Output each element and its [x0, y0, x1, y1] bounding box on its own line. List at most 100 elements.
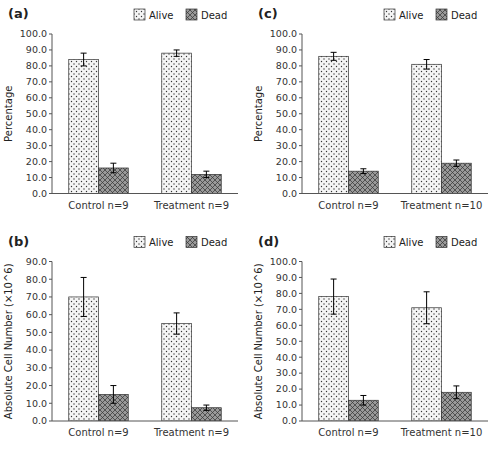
bar	[162, 324, 192, 421]
legend: Alive Dead	[384, 9, 477, 21]
x-tick-label: Control n=9	[68, 427, 128, 438]
legend-label: Alive	[399, 10, 423, 21]
y-tick-label: 10.0	[276, 172, 297, 183]
y-tick-label: 80.0	[276, 288, 297, 299]
panel-label: (b)	[8, 234, 29, 249]
y-tick-label: 100.0	[270, 256, 297, 267]
y-tick-label: 100.0	[270, 28, 297, 39]
error-bar	[174, 50, 180, 56]
bar	[412, 64, 442, 193]
error-bar	[331, 52, 337, 60]
x-tick-label: Treatment n=9	[153, 427, 229, 438]
bar	[319, 56, 349, 193]
legend-label: Dead	[451, 237, 477, 248]
plot-area	[69, 277, 222, 421]
y-tick-label: 50.0	[26, 108, 47, 119]
x-axis	[52, 421, 238, 422]
y-tick-label: 0.0	[282, 188, 297, 199]
bar	[162, 53, 192, 193]
y-tick-label: 60.0	[26, 309, 47, 320]
x-tick-label: Control n=9	[318, 200, 378, 211]
y-tick-label: 30.0	[276, 140, 297, 151]
legend-swatch	[384, 237, 395, 248]
panel: (a)AliveDead0.010.020.030.040.050.060.07…	[3, 6, 238, 211]
y-tick-label: 20.0	[26, 380, 47, 391]
y-tick-label: 90.0	[26, 256, 47, 267]
legend-swatch	[134, 9, 145, 20]
x-tick-label: Control n=9	[68, 200, 128, 211]
y-tick-label: 80.0	[276, 60, 297, 71]
y-axis	[302, 34, 303, 194]
legend-swatch	[186, 9, 197, 20]
legend-label: Dead	[201, 10, 227, 21]
x-tick-label: Treatment n=10	[400, 427, 483, 438]
y-tick-label: 30.0	[26, 140, 47, 151]
error-bar	[360, 395, 366, 405]
y-tick-label: 10.0	[26, 172, 47, 183]
legend-label: Alive	[149, 10, 173, 21]
y-tick-label: 70.0	[26, 76, 47, 87]
y-tick-label: 70.0	[276, 76, 297, 87]
y-tick-label: 90.0	[276, 272, 297, 283]
error-bar	[424, 60, 430, 70]
y-axis-label: Percentage	[253, 86, 264, 142]
panel: (c)AliveDead0.010.020.030.040.050.060.07…	[253, 6, 488, 211]
y-axis	[52, 262, 53, 422]
plot-area	[319, 279, 472, 421]
y-tick-label: 40.0	[26, 124, 47, 135]
y-tick-label: 20.0	[276, 156, 297, 167]
bar	[412, 308, 442, 421]
y-tick-label: 40.0	[276, 352, 297, 363]
error-bar	[360, 169, 366, 174]
error-bar	[424, 292, 430, 324]
y-axis	[302, 262, 303, 422]
y-tick-label: 60.0	[276, 320, 297, 331]
error-bar	[110, 163, 116, 173]
legend-label: Alive	[149, 237, 173, 248]
error-bar	[110, 386, 116, 404]
legend-label: Dead	[201, 237, 227, 248]
bar	[442, 163, 472, 193]
error-bar	[81, 53, 87, 66]
legend-swatch	[186, 237, 197, 248]
legend-swatch	[436, 237, 447, 248]
panel-label: (a)	[8, 6, 29, 21]
error-bar	[174, 313, 180, 334]
error-bar	[453, 160, 459, 166]
y-tick-label: 50.0	[276, 336, 297, 347]
x-axis	[302, 193, 488, 194]
legend: Alive Dead	[134, 9, 227, 21]
y-tick-label: 30.0	[26, 362, 47, 373]
y-tick-label: 60.0	[276, 92, 297, 103]
y-tick-label: 50.0	[276, 108, 297, 119]
error-bar	[81, 277, 87, 316]
error-bar	[203, 405, 209, 410]
y-tick-label: 10.0	[276, 399, 297, 410]
y-tick-label: 0.0	[32, 415, 47, 426]
figure: (a) Alive Dead 0.0 10.0 20.0 30.0 40.0 50.0 60.0 7…	[0, 0, 500, 455]
y-tick-label: 80.0	[26, 60, 47, 71]
x-axis	[52, 193, 238, 194]
y-tick-label: 40.0	[276, 124, 297, 135]
error-bar	[453, 386, 459, 399]
y-tick-label: 20.0	[276, 383, 297, 394]
bar	[319, 297, 349, 421]
x-tick-label: Treatment n=9	[153, 200, 229, 211]
y-axis	[52, 34, 53, 194]
legend-label: Dead	[451, 10, 477, 21]
y-tick-label: 0.0	[282, 415, 297, 426]
bar	[349, 171, 379, 193]
legend-swatch	[384, 9, 395, 20]
y-axis-label: Absolute Cell Number (×10^6)	[3, 263, 14, 419]
y-tick-label: 90.0	[276, 44, 297, 55]
y-tick-label: 0.0	[32, 188, 47, 199]
y-tick-label: 40.0	[26, 344, 47, 355]
y-tick-label: 90.0	[26, 44, 47, 55]
y-tick-label: 70.0	[26, 291, 47, 302]
y-tick-label: 80.0	[26, 274, 47, 285]
plot-area	[69, 50, 222, 194]
error-bar	[331, 279, 337, 314]
x-axis	[302, 421, 488, 422]
legend: AliveDead	[384, 237, 477, 249]
y-axis-label: Percentage	[3, 86, 14, 142]
